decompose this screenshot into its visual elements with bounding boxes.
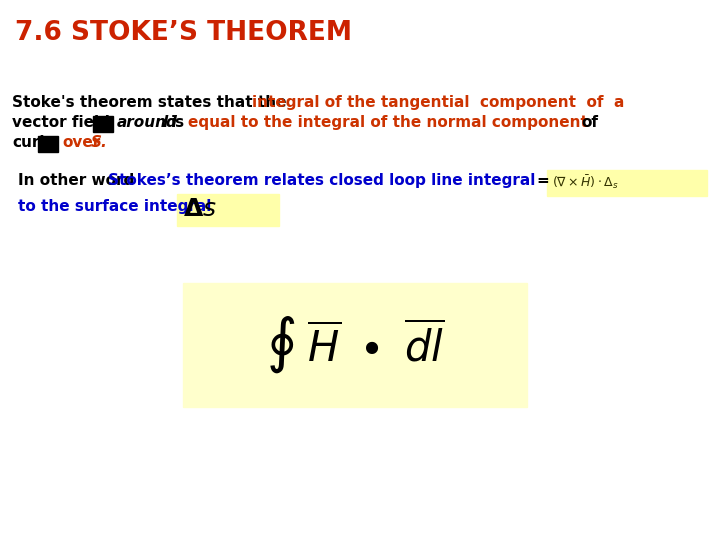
Text: 7.6 STOKE’S THEOREM: 7.6 STOKE’S THEOREM: [15, 20, 352, 46]
Text: vector field: vector field: [12, 115, 110, 130]
FancyBboxPatch shape: [183, 283, 527, 407]
Text: Stoke's theorem states that the: Stoke's theorem states that the: [12, 95, 287, 110]
Text: l: l: [163, 115, 168, 130]
Text: to the surface integral: to the surface integral: [18, 199, 212, 214]
Text: equal to the integral of the normal component: equal to the integral of the normal comp…: [188, 115, 588, 130]
Text: integral of the tangential  component  of  a: integral of the tangential component of …: [252, 95, 624, 110]
Text: $\oint\;\overline{H}\;\bullet\;\overline{dl}$: $\oint\;\overline{H}\;\bullet\;\overline…: [266, 315, 444, 375]
Text: is: is: [171, 115, 185, 130]
FancyBboxPatch shape: [177, 194, 279, 226]
Text: over: over: [62, 135, 100, 150]
Text: Stokes’s theorem relates closed loop line integral: Stokes’s theorem relates closed loop lin…: [108, 173, 536, 188]
FancyBboxPatch shape: [93, 116, 113, 132]
FancyBboxPatch shape: [547, 170, 707, 196]
Text: around: around: [117, 115, 178, 130]
Text: $\mathbf{\Delta}\mathit{s}$: $\mathbf{\Delta}\mathit{s}$: [183, 198, 217, 221]
Text: S.: S.: [91, 135, 108, 150]
FancyBboxPatch shape: [38, 136, 58, 152]
Text: curl: curl: [12, 135, 45, 150]
Text: of: of: [581, 115, 598, 130]
Text: In other word: In other word: [18, 173, 134, 188]
Text: $(\nabla\times\bar{H})\cdot\Delta_s$: $(\nabla\times\bar{H})\cdot\Delta_s$: [552, 173, 618, 191]
Text: =: =: [536, 173, 549, 188]
